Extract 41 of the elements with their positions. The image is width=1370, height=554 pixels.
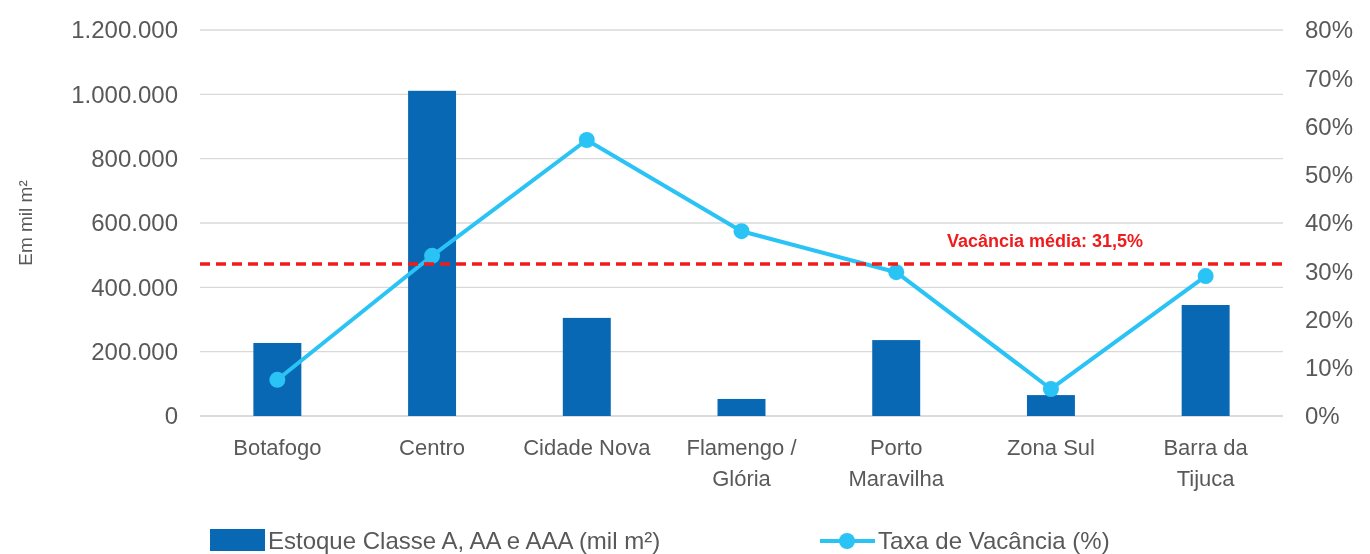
y-axis-title: Em mil m² [15, 180, 36, 266]
y-tick-label: 1.000.000 [71, 80, 178, 108]
legend-label: Taxa de Vacância (%) [878, 527, 1110, 554]
bar [872, 340, 921, 416]
y2-tick-label: 50% [1305, 161, 1354, 189]
y-tick-label: 200.000 [91, 338, 178, 366]
point [888, 264, 905, 281]
y-tick-label: 400.000 [91, 273, 178, 301]
y-tick-label: 0 [164, 402, 178, 430]
y2-tick-label: 20% [1305, 305, 1354, 333]
point [578, 132, 595, 149]
y2-tick-label: 0% [1305, 402, 1340, 430]
y2-tick-label: 80% [1305, 16, 1354, 44]
x-tick-label: Botafogo [233, 435, 322, 460]
ref-line-label: Vacância média: 31,5% [946, 231, 1144, 252]
bar [408, 90, 457, 416]
x-tick-label: Porto Maravilha [848, 435, 945, 491]
point [1042, 380, 1059, 397]
bar [1026, 395, 1075, 416]
x-tick-label: Flamengo / Glória [686, 435, 798, 491]
y-tick-label: 600.000 [91, 209, 178, 237]
bar [1181, 305, 1230, 416]
point [424, 247, 441, 264]
y-tick-label: 800.000 [91, 145, 178, 173]
y2-tick-label: 30% [1305, 257, 1354, 285]
y2-tick-label: 10% [1305, 354, 1354, 382]
x-tick-label: Cidade Nova [523, 435, 652, 460]
y2-tick-label: 40% [1305, 209, 1354, 237]
point [733, 223, 750, 240]
bar [562, 317, 611, 416]
bar [253, 342, 302, 416]
legend-label: Estoque Classe A, AA e AAA (mil m²) [268, 527, 661, 554]
bar [717, 398, 766, 416]
x-tick-label: Zona Sul [1006, 435, 1095, 460]
x-tick-label: Barra da Tijuca [1163, 435, 1249, 491]
y2-tick-label: 70% [1305, 64, 1354, 92]
y2-tick-label: 60% [1305, 112, 1354, 140]
point [269, 371, 286, 388]
y-tick-label: 1.200.000 [71, 16, 178, 44]
point [1197, 268, 1214, 285]
x-tick-label: Centro [399, 435, 466, 460]
